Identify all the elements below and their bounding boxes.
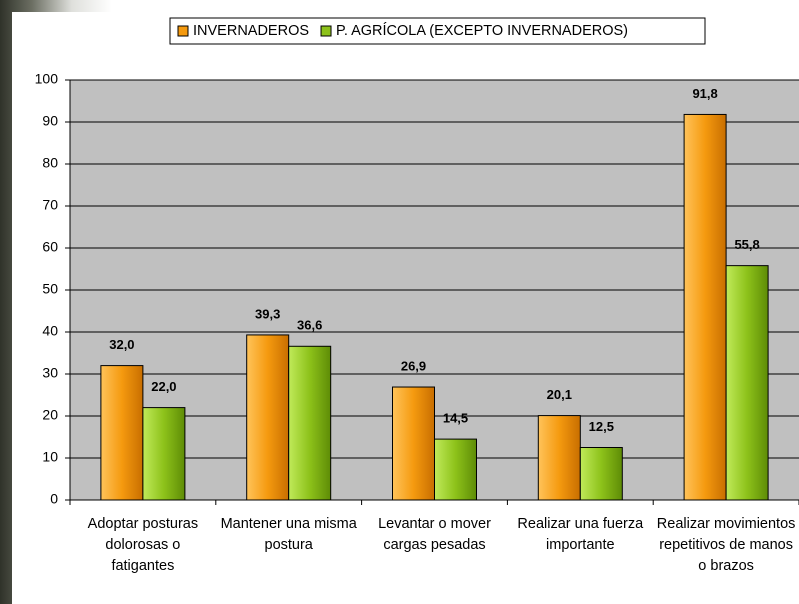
y-tick-label: 50 <box>42 281 58 297</box>
bar <box>246 334 290 501</box>
bar <box>142 407 186 501</box>
value-label: 26,9 <box>401 358 426 373</box>
bar <box>100 365 144 501</box>
bar <box>434 438 477 501</box>
legend-label: P. AGRÍCOLA (EXCEPTO INVERNADEROS) <box>336 22 628 39</box>
value-label: 14,5 <box>443 411 468 426</box>
legend-swatch <box>177 25 189 37</box>
y-tick-label: 40 <box>42 323 58 339</box>
y-tick-label: 30 <box>42 365 58 381</box>
bar <box>392 386 435 501</box>
y-tick-label: 100 <box>35 71 59 87</box>
y-tick-label: 80 <box>42 155 58 171</box>
bar <box>725 265 769 501</box>
value-label: 22,0 <box>151 379 176 394</box>
value-label: 55,8 <box>734 237 759 252</box>
x-tick-label: Adoptar posturas dolorosas o fatigantes <box>87 516 199 574</box>
value-label: 39,3 <box>255 306 280 321</box>
y-tick-label: 10 <box>42 449 58 465</box>
bar <box>288 345 332 501</box>
bar <box>683 113 727 501</box>
legend <box>169 17 706 45</box>
value-label: 91,8 <box>692 86 717 101</box>
bar <box>537 415 581 501</box>
y-tick-label: 70 <box>42 197 58 213</box>
bar <box>579 447 623 501</box>
y-tick-label: 0 <box>50 491 58 507</box>
y-tick-label: 90 <box>42 113 58 129</box>
value-label: 32,0 <box>109 337 134 352</box>
x-tick-label: Realizar una fuerza importante <box>517 516 644 553</box>
y-tick-label: 60 <box>42 239 58 255</box>
x-tick-label: Realizar movimientos repetitivos de mano… <box>656 516 796 574</box>
x-tick-label: Mantener una misma postura <box>220 516 357 553</box>
x-tick-label: Levantar o mover cargas pesadas <box>378 516 491 553</box>
legend-swatch <box>320 25 332 37</box>
legend-label: INVERNADEROS <box>193 23 309 39</box>
value-label: 20,1 <box>547 387 572 402</box>
y-tick-label: 20 <box>42 407 58 423</box>
value-label: 12,5 <box>589 419 614 434</box>
value-label: 36,6 <box>297 318 322 333</box>
